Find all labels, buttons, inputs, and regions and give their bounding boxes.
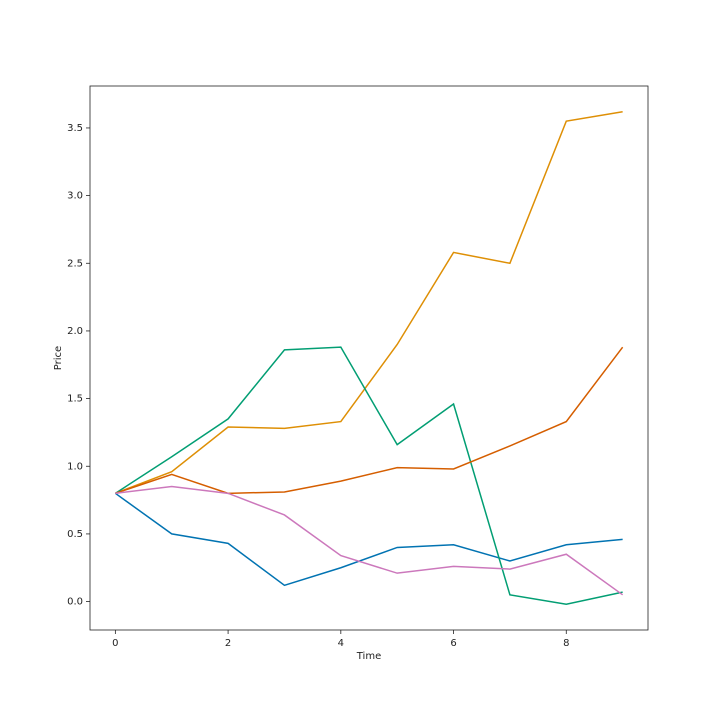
series-line [114,346,623,606]
x-tick-label: 4 [338,638,344,649]
x-tick-label: 8 [563,638,569,649]
x-tick-label: 2 [225,638,231,649]
series-line [115,110,623,495]
x-axis-label: Time [356,651,381,662]
y-tick-label: 0.0 [67,597,83,608]
y-tick-label: 2.5 [67,258,83,269]
x-tick-label: 0 [112,638,118,649]
y-tick-label: 1.5 [67,394,83,405]
y-tick-label: 3.5 [67,123,83,134]
series-line [114,492,623,587]
y-tick-label: 1.0 [67,461,83,472]
plot-frame [89,85,649,631]
y-axis-label: Price [53,346,64,370]
series-line [115,485,624,596]
x-tick-label: 6 [450,638,456,649]
y-tick-label: 2.0 [67,326,83,337]
y-tick-label: 0.5 [67,529,83,540]
y-tick-label: 3.0 [67,191,83,202]
series-line [115,346,624,495]
